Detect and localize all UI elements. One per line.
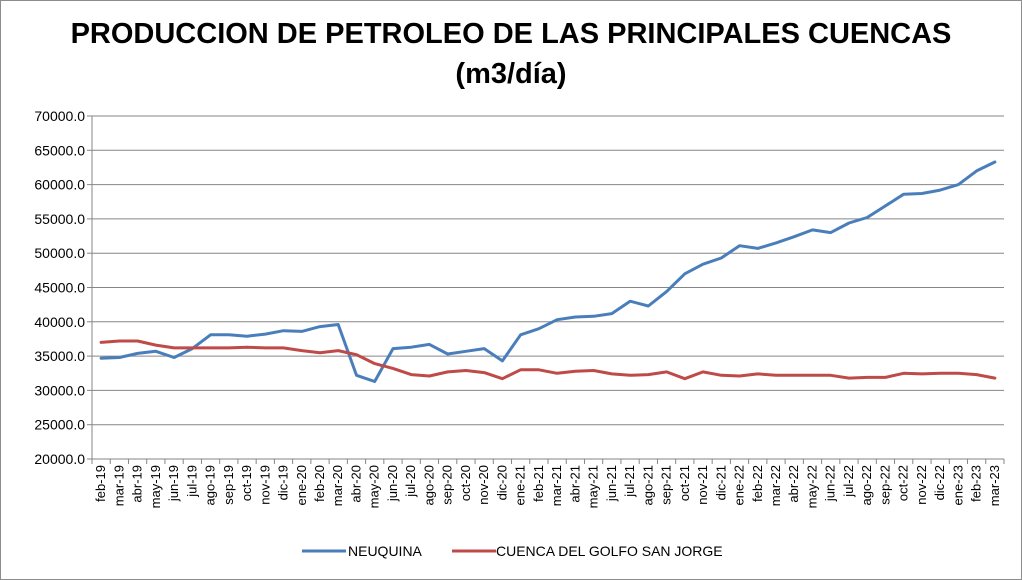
- x-tick-label: oct-22: [896, 465, 911, 501]
- x-tick-label: jul-19: [184, 465, 199, 498]
- x-tick-label: sep-21: [659, 465, 674, 505]
- x-tick-label: sep-20: [440, 465, 455, 505]
- x-tick-label: abr-21: [567, 465, 582, 503]
- y-tick-label: 30000.0: [34, 382, 85, 398]
- x-tick-label: may-19: [148, 465, 163, 508]
- series-line-1: [99, 160, 997, 383]
- x-tick-label: oct-21: [677, 465, 692, 501]
- x-tick-label: jun-19: [166, 465, 181, 502]
- x-tick-label: abr-20: [348, 465, 363, 503]
- x-tick-label: nov-21: [695, 465, 710, 505]
- x-tick-label: nov-22: [914, 465, 929, 505]
- y-tick-label: 35000.0: [34, 348, 85, 364]
- x-tick-label: oct-20: [458, 465, 473, 501]
- x-tick-label: feb-22: [750, 465, 765, 502]
- x-tick-label: may-21: [586, 465, 601, 508]
- x-tick-label: jul-21: [622, 465, 637, 498]
- axes: [87, 115, 1005, 464]
- x-tick-label: nov-19: [257, 465, 272, 505]
- x-tick-label: abr-22: [786, 465, 801, 503]
- x-axis-tick-labels: feb-19 mar-19 abr-19 may-19 jun-19 jul-19 ago-…: [93, 465, 1002, 508]
- x-tick-label: dic-21: [713, 465, 728, 500]
- x-tick-label: ene-22: [732, 465, 747, 505]
- y-tick-label: 70000.0: [34, 108, 85, 124]
- x-tick-label: jun-22: [823, 465, 838, 502]
- x-tick-label: dic-22: [932, 465, 947, 500]
- x-tick-label: mar-20: [330, 465, 345, 506]
- y-axis-tick-labels: 20000.0 25000.0 30000.0 35000.0 40000.0 45000…: [34, 108, 85, 467]
- legend: NEUQUINA CUENCA DEL GOLFO SAN JORGE: [302, 543, 723, 559]
- chart-title-line-1: PRODUCCION DE PETROLEO DE LAS PRINCIPALE…: [70, 18, 952, 50]
- x-tick-label: may-22: [804, 465, 819, 508]
- x-tick-label: oct-19: [239, 465, 254, 501]
- x-tick-label: abr-19: [130, 465, 145, 503]
- x-tick-label: feb-21: [531, 465, 546, 502]
- series-line-2: [99, 339, 997, 381]
- x-tick-label: dic-20: [494, 465, 509, 500]
- chart-title: PRODUCCION DE PETROLEO DE LAS PRINCIPALE…: [0, 14, 1022, 94]
- y-tick-label: 55000.0: [34, 211, 85, 227]
- x-tick-label: jul-20: [403, 465, 418, 498]
- x-tick-label: may-20: [367, 465, 382, 508]
- y-tick-label: 65000.0: [34, 142, 85, 158]
- x-tick-label: nov-20: [476, 465, 491, 505]
- y-tick-label: 45000.0: [34, 280, 85, 296]
- x-tick-label: mar-19: [111, 465, 126, 506]
- x-tick-label: jun-20: [385, 465, 400, 502]
- x-tick-label: ago-22: [859, 465, 874, 505]
- x-tick-label: sep-22: [877, 465, 892, 505]
- y-tick-label: 25000.0: [34, 417, 85, 433]
- y-tick-label: 40000.0: [34, 314, 85, 330]
- x-tick-label: feb-20: [312, 465, 327, 502]
- x-tick-label: ene-21: [513, 465, 528, 505]
- x-tick-label: jun-21: [604, 465, 619, 502]
- series-lines: [99, 160, 997, 383]
- y-tick-label: 50000.0: [34, 245, 85, 261]
- gridlines: [92, 115, 1004, 426]
- x-tick-label: mar-21: [549, 465, 564, 506]
- x-tick-label: sep-19: [221, 465, 236, 505]
- x-tick-label: dic-19: [276, 465, 291, 500]
- x-tick-label: ago-20: [421, 465, 436, 505]
- legend-label-2: CUENCA DEL GOLFO SAN JORGE: [496, 543, 723, 559]
- chart-title-line-2: (m3/día): [455, 58, 567, 90]
- x-tick-label: ene-20: [294, 465, 309, 505]
- legend-label-1: NEUQUINA: [348, 543, 423, 559]
- y-tick-label: 20000.0: [34, 451, 85, 467]
- x-tick-label: mar-23: [987, 465, 1002, 506]
- x-tick-label: ago-21: [640, 465, 655, 505]
- x-tick-label: ene-23: [950, 465, 965, 505]
- x-tick-label: jul-22: [841, 465, 856, 498]
- y-tick-label: 60000.0: [34, 177, 85, 193]
- x-tick-label: mar-22: [768, 465, 783, 506]
- x-tick-label: feb-23: [969, 465, 984, 502]
- x-tick-label: feb-19: [93, 465, 108, 502]
- x-tick-label: ago-19: [203, 465, 218, 505]
